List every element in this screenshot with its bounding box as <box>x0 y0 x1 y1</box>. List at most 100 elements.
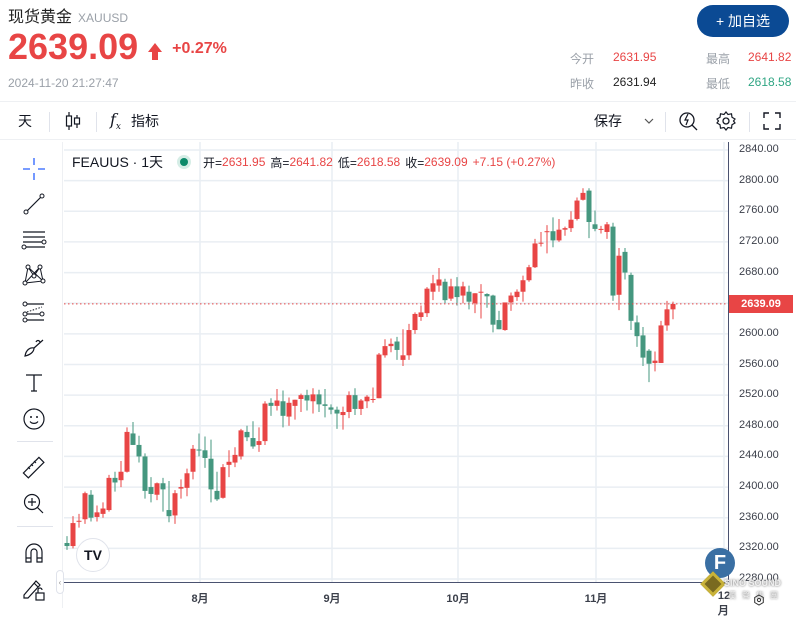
instrument-name: 现货黄金 <box>8 9 73 26</box>
price-tick-label: 2720.00 <box>739 234 779 247</box>
toolbar-divider <box>96 112 97 132</box>
crosshair-tool[interactable] <box>17 154 51 184</box>
chart-type-button[interactable] <box>64 102 82 140</box>
zoom-in-tool[interactable] <box>17 489 51 519</box>
last-price: 2639.09 <box>8 26 139 67</box>
xabcd-pattern-icon <box>22 264 46 286</box>
trend-line-icon <box>23 193 45 215</box>
high-value: 2641.82 <box>748 50 792 64</box>
chevron-down-icon <box>644 118 654 124</box>
time-axis[interactable]: 8月 9月 10月 11月 12月 <box>64 582 730 617</box>
open-value: 2631.95 <box>613 50 657 64</box>
legend-low-key: 低= <box>337 155 357 170</box>
ohlc-legend: FEAUUS · 1天 开= 2631.95 高= 2641.82 低= 2618.5… <box>72 152 560 172</box>
time-tick-label: 10月 <box>446 593 470 605</box>
legend-change: +7.15 (+0.27%) <box>472 155 556 169</box>
gear-icon <box>716 111 736 131</box>
emoji-tool[interactable] <box>17 404 51 434</box>
fullscreen-button[interactable] <box>763 102 781 140</box>
watermark-badge: F <box>705 548 735 578</box>
brush-icon <box>24 339 44 357</box>
toolbar-divider <box>749 112 750 132</box>
price-tick-label: 2560.00 <box>739 357 779 370</box>
legend-high-key: 高= <box>270 155 290 170</box>
horizontal-lines-tool[interactable] <box>17 225 51 255</box>
legend-low-value: 2618.58 <box>356 155 401 169</box>
watermark-subtitle: 漢聲集團 <box>728 591 784 600</box>
zoom-in-icon <box>23 493 44 514</box>
toolbar-divider <box>665 112 666 132</box>
prediction-tool[interactable] <box>17 297 51 327</box>
open-label: 今开 <box>570 52 595 66</box>
high-label: 最高 <box>706 52 731 66</box>
function-fx-icon: fx <box>110 109 121 133</box>
price-axis[interactable]: 2840.002800.002760.002720.002680.002640.… <box>728 142 796 584</box>
time-tick-label: 8月 <box>191 593 209 605</box>
add-to-watchlist-button[interactable]: + 加自选 <box>697 5 789 37</box>
candlestick-icon <box>65 112 81 130</box>
price-chart-plot[interactable] <box>64 142 728 582</box>
magnet-tool[interactable] <box>17 538 51 568</box>
price-tick-label: 2600.00 <box>739 326 779 339</box>
quote-timestamp: 2024-11-20 21:27:47 <box>8 76 119 90</box>
price-tick-label: 2400.00 <box>739 480 779 493</box>
tool-divider <box>17 441 53 442</box>
measure-tool[interactable] <box>17 453 51 483</box>
legend-high-value: 2641.82 <box>289 155 333 169</box>
watermark-brand: SINO SOUND <box>724 578 782 588</box>
text-icon <box>26 374 42 392</box>
candlestick-chart <box>64 142 728 582</box>
brush-tool[interactable] <box>17 332 51 362</box>
time-tick-label: 11月 <box>584 593 608 605</box>
tradingview-logo[interactable]: TV <box>76 538 110 572</box>
quote-header: 现货黄金 XAUUSD 2639.09 +0.27% 2024-11-20 21… <box>0 0 796 100</box>
time-tick-label: 9月 <box>323 593 341 605</box>
prev-close-label: 昨收 <box>570 77 595 91</box>
fullscreen-icon <box>763 112 781 130</box>
instrument-code: XAUUSD <box>78 11 129 25</box>
arrow-up-icon <box>148 43 163 61</box>
ruler-icon <box>22 456 45 479</box>
legend-symbol[interactable]: FEAUUS · 1天 <box>72 154 164 170</box>
toolbar-divider <box>49 112 50 132</box>
chart-toolbar: 天 fx 指标 保存 <box>0 102 796 140</box>
drawing-toolbar <box>7 142 63 608</box>
legend-close-value: 2639.09 <box>424 155 468 169</box>
price-tick-label: 2360.00 <box>739 510 779 523</box>
legend-close-key: 收= <box>405 155 425 170</box>
quote-stats: 今开 2631.95 最高 2641.82 昨收 2631.94 最低 2618… <box>0 50 796 100</box>
settings-button[interactable] <box>715 102 737 140</box>
price-tick-label: 2760.00 <box>739 204 779 217</box>
save-button[interactable]: 保存 <box>594 113 622 129</box>
tool-divider <box>17 526 53 527</box>
pattern-tool[interactable] <box>17 260 51 290</box>
change-percent: +0.27% <box>172 40 227 57</box>
price-tick-label: 2280.00 <box>739 572 779 584</box>
price-tick-label: 2480.00 <box>739 418 779 431</box>
indicators-label: 指标 <box>131 113 159 129</box>
price-tick-label: 2680.00 <box>739 265 779 278</box>
market-status-dot <box>177 155 192 169</box>
instrument-title: 现货黄金 XAUUSD <box>8 3 128 27</box>
collapse-toolbar-handle[interactable]: ‹ <box>56 570 64 594</box>
price-row: 2639.09 +0.27% <box>8 26 227 68</box>
trend-line-tool[interactable] <box>17 189 51 219</box>
indicators-button[interactable]: fx 指标 <box>110 102 159 140</box>
price-tick-label: 2440.00 <box>739 449 779 462</box>
axis-settings-icon[interactable] <box>753 594 765 606</box>
interval-selector[interactable]: 天 <box>18 113 32 129</box>
legend-open-value: 2631.95 <box>222 155 266 169</box>
low-value: 2618.58 <box>748 75 792 89</box>
lock-drawings-tool[interactable] <box>17 574 51 604</box>
price-tick-label: 2520.00 <box>739 388 779 401</box>
save-dropdown-button[interactable] <box>644 102 654 140</box>
last-price-tag: 2639.09 <box>729 294 793 313</box>
price-tick-label: 2840.00 <box>739 143 779 155</box>
flash-search-icon <box>679 112 698 131</box>
price-tick-label: 2800.00 <box>739 173 779 186</box>
text-tool[interactable] <box>17 368 51 398</box>
chart-widget: 天 fx 指标 保存 <box>0 101 796 617</box>
smiley-icon <box>23 408 45 430</box>
price-tick-label: 2320.00 <box>739 541 779 554</box>
quick-search-button[interactable] <box>677 102 699 140</box>
